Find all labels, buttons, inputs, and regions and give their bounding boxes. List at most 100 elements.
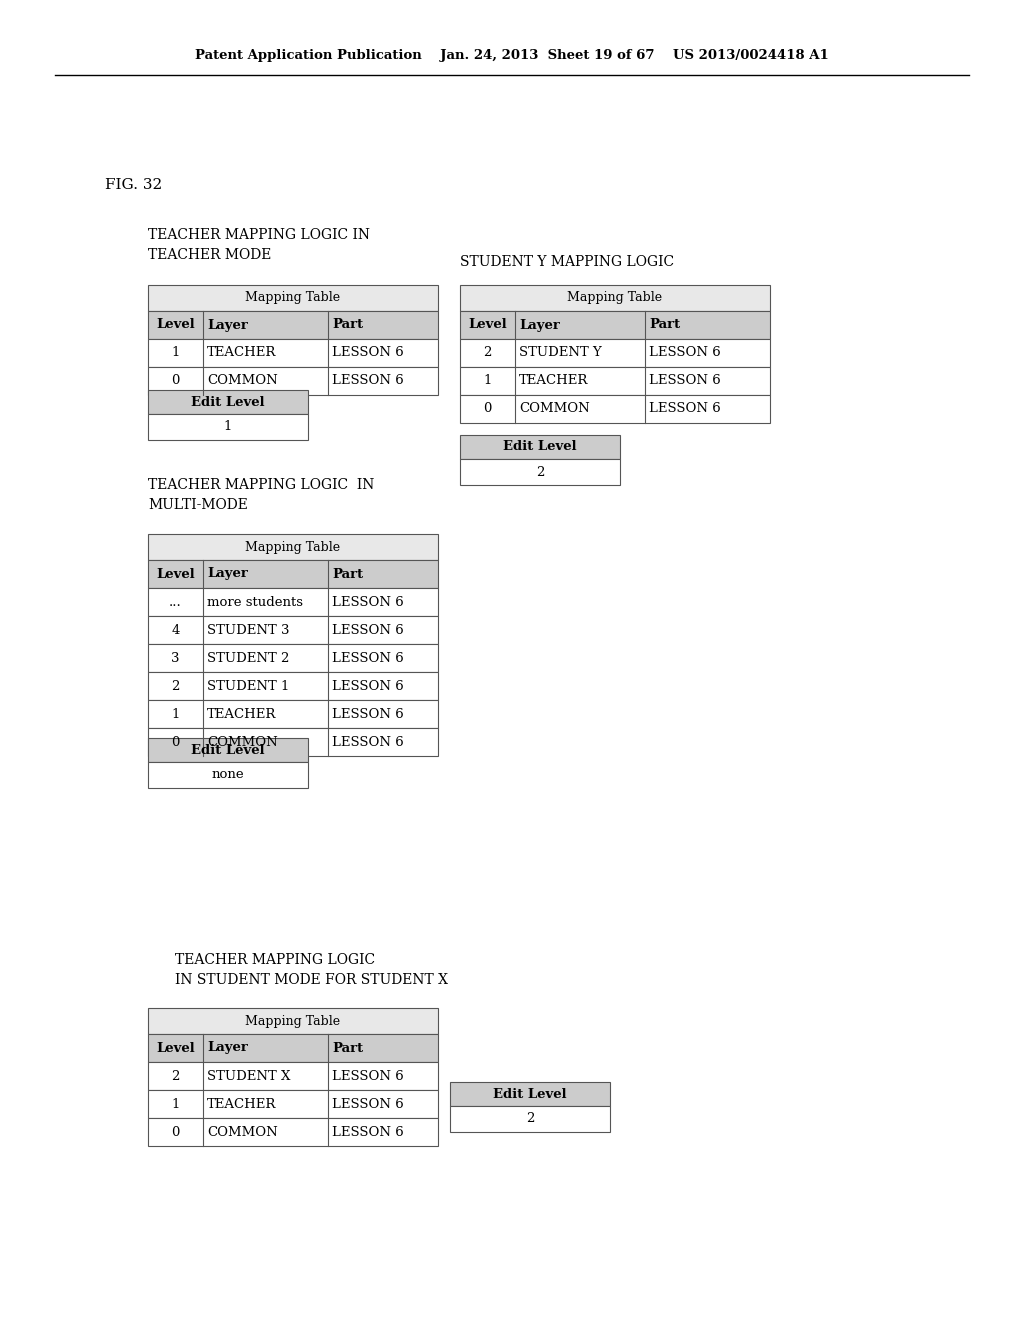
Bar (460, 459, 620, 484)
Text: 1: 1 (171, 1097, 179, 1110)
Bar (148, 339, 438, 367)
Bar (148, 672, 438, 700)
Text: 0: 0 (171, 1126, 179, 1138)
Bar (148, 414, 308, 440)
Text: 2: 2 (171, 1069, 179, 1082)
Text: 1: 1 (171, 346, 179, 359)
Text: STUDENT Y: STUDENT Y (519, 346, 602, 359)
Text: 1: 1 (171, 708, 179, 721)
Text: Part: Part (332, 568, 364, 581)
Bar (148, 389, 308, 414)
Text: 3: 3 (171, 652, 180, 664)
Text: STUDENT Y MAPPING LOGIC: STUDENT Y MAPPING LOGIC (460, 255, 674, 269)
Text: COMMON: COMMON (207, 1126, 278, 1138)
Text: LESSON 6: LESSON 6 (332, 1126, 403, 1138)
Bar (450, 1106, 610, 1133)
Text: Part: Part (332, 318, 364, 331)
Text: Mapping Table: Mapping Table (246, 1015, 341, 1027)
Text: 4: 4 (171, 623, 179, 636)
Text: COMMON: COMMON (207, 375, 278, 388)
Text: TEACHER: TEACHER (207, 346, 276, 359)
Text: 0: 0 (171, 735, 179, 748)
Bar (148, 1063, 438, 1090)
Text: STUDENT 2: STUDENT 2 (207, 652, 290, 664)
Text: LESSON 6: LESSON 6 (332, 623, 403, 636)
Bar (148, 367, 438, 395)
Bar (148, 587, 438, 616)
Text: 2: 2 (536, 466, 544, 479)
Text: TEACHER MAPPING LOGIC: TEACHER MAPPING LOGIC (175, 953, 375, 968)
Text: LESSON 6: LESSON 6 (332, 680, 403, 693)
Bar (148, 285, 438, 312)
Bar (148, 535, 438, 560)
Text: STUDENT X: STUDENT X (207, 1069, 291, 1082)
Bar (148, 729, 438, 756)
Bar (148, 1118, 438, 1146)
Text: TEACHER: TEACHER (207, 708, 276, 721)
Text: none: none (212, 768, 245, 781)
Text: 2: 2 (525, 1113, 535, 1126)
Text: Level: Level (156, 568, 195, 581)
Bar (148, 560, 438, 587)
Text: TEACHER: TEACHER (519, 375, 589, 388)
Text: TEACHER MAPPING LOGIC  IN: TEACHER MAPPING LOGIC IN (148, 478, 375, 492)
Bar (148, 312, 438, 339)
Text: LESSON 6: LESSON 6 (649, 375, 721, 388)
Text: 2: 2 (171, 680, 179, 693)
Text: Part: Part (649, 318, 680, 331)
Text: Level: Level (156, 1041, 195, 1055)
Bar (450, 1082, 610, 1106)
Text: MULTI-MODE: MULTI-MODE (148, 498, 248, 512)
Text: Level: Level (468, 318, 507, 331)
Text: TEACHER MAPPING LOGIC IN: TEACHER MAPPING LOGIC IN (148, 228, 370, 242)
Text: Edit Level: Edit Level (191, 743, 265, 756)
Text: 1: 1 (483, 375, 492, 388)
Text: 1: 1 (224, 421, 232, 433)
Text: Edit Level: Edit Level (494, 1088, 567, 1101)
Text: TEACHER MODE: TEACHER MODE (148, 248, 271, 261)
Bar (460, 395, 770, 422)
Text: IN STUDENT MODE FOR STUDENT X: IN STUDENT MODE FOR STUDENT X (175, 973, 449, 987)
Text: LESSON 6: LESSON 6 (332, 346, 403, 359)
Bar (460, 312, 770, 339)
Text: Layer: Layer (207, 1041, 248, 1055)
Text: more students: more students (207, 595, 303, 609)
Text: FIG. 32: FIG. 32 (105, 178, 162, 191)
Text: Patent Application Publication    Jan. 24, 2013  Sheet 19 of 67    US 2013/00244: Patent Application Publication Jan. 24, … (196, 49, 828, 62)
Text: Mapping Table: Mapping Table (567, 292, 663, 305)
Text: LESSON 6: LESSON 6 (649, 346, 721, 359)
Text: Edit Level: Edit Level (191, 396, 265, 408)
Text: Edit Level: Edit Level (503, 441, 577, 454)
Text: Mapping Table: Mapping Table (246, 540, 341, 553)
Text: 0: 0 (483, 403, 492, 416)
Text: Mapping Table: Mapping Table (246, 292, 341, 305)
Bar (460, 436, 620, 459)
Bar (148, 644, 438, 672)
Bar (460, 367, 770, 395)
Text: Layer: Layer (207, 568, 248, 581)
Text: STUDENT 1: STUDENT 1 (207, 680, 290, 693)
Bar (148, 738, 308, 762)
Text: LESSON 6: LESSON 6 (332, 652, 403, 664)
Text: Part: Part (332, 1041, 364, 1055)
Text: COMMON: COMMON (519, 403, 590, 416)
Bar (148, 1034, 438, 1063)
Text: 0: 0 (171, 375, 179, 388)
Text: Layer: Layer (519, 318, 560, 331)
Bar (148, 700, 438, 729)
Text: LESSON 6: LESSON 6 (649, 403, 721, 416)
Text: 2: 2 (483, 346, 492, 359)
Text: STUDENT 3: STUDENT 3 (207, 623, 290, 636)
Text: TEACHER: TEACHER (207, 1097, 276, 1110)
Text: LESSON 6: LESSON 6 (332, 375, 403, 388)
Bar (148, 762, 308, 788)
Text: Level: Level (156, 318, 195, 331)
Text: LESSON 6: LESSON 6 (332, 735, 403, 748)
Text: LESSON 6: LESSON 6 (332, 1097, 403, 1110)
Bar (148, 1090, 438, 1118)
Text: ...: ... (169, 595, 182, 609)
Text: LESSON 6: LESSON 6 (332, 595, 403, 609)
Text: LESSON 6: LESSON 6 (332, 1069, 403, 1082)
Text: Layer: Layer (207, 318, 248, 331)
Bar (148, 1008, 438, 1034)
